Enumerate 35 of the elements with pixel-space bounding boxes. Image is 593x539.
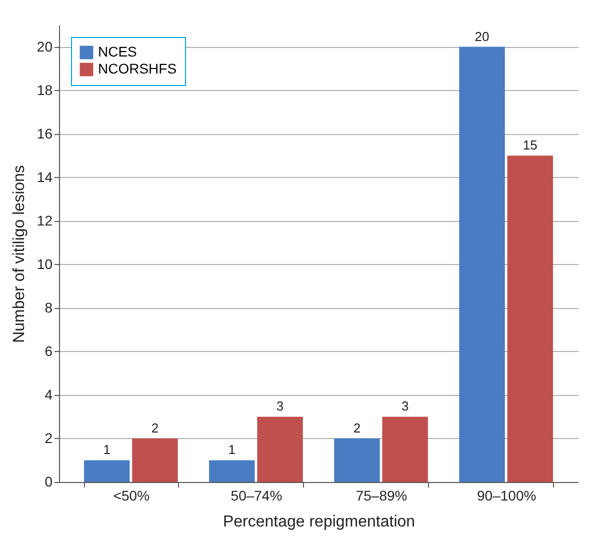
y-tick-label: 20 bbox=[36, 38, 53, 54]
bar bbox=[132, 438, 178, 482]
x-tick-label: 90–100% bbox=[477, 488, 536, 504]
data-label: 3 bbox=[401, 398, 409, 414]
data-label: 15 bbox=[522, 138, 538, 153]
y-tick-label: 8 bbox=[44, 299, 53, 316]
data-label: 1 bbox=[228, 442, 236, 458]
y-tick-label: 18 bbox=[36, 82, 53, 98]
y-tick-label: 0 bbox=[44, 474, 53, 490]
y-axis-title: Number of vitiligo lesions bbox=[10, 165, 28, 343]
data-label: 20 bbox=[474, 28, 490, 44]
bar bbox=[507, 156, 553, 482]
data-label: 1 bbox=[103, 442, 110, 458]
x-axis-title: Percentage repigmentation bbox=[222, 514, 416, 530]
y-tick-label: 14 bbox=[36, 168, 53, 185]
data-label: 2 bbox=[353, 420, 361, 436]
bar bbox=[84, 460, 130, 482]
x-tick-label: 50–74% bbox=[230, 488, 282, 504]
y-tick-label: 4 bbox=[44, 386, 53, 402]
y-tick-label: 12 bbox=[36, 212, 53, 228]
data-label: 2 bbox=[151, 420, 159, 436]
data-label: 3 bbox=[276, 398, 284, 414]
bar bbox=[334, 438, 380, 482]
y-tick-label: 2 bbox=[44, 430, 53, 446]
y-tick-label: 6 bbox=[44, 342, 53, 359]
x-tick-label: 75–89% bbox=[356, 488, 408, 504]
bar bbox=[257, 416, 303, 482]
legend-label: NCORSHFS bbox=[98, 60, 177, 76]
y-tick-label: 16 bbox=[36, 125, 53, 142]
x-tick-label: <50% bbox=[113, 488, 150, 504]
y-tick-label: 10 bbox=[36, 256, 53, 272]
legend-label: NCES bbox=[98, 44, 137, 60]
bar bbox=[382, 416, 428, 482]
bar bbox=[209, 460, 255, 482]
bar bbox=[459, 46, 505, 482]
